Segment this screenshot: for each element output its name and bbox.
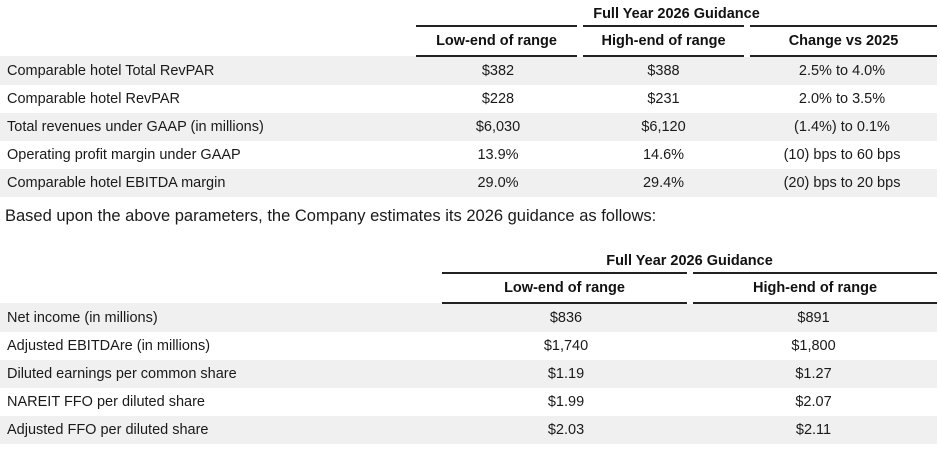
low-value: $6,030: [416, 113, 580, 141]
table-corner-empty: [0, 2, 416, 26]
low-value: $228: [481, 91, 515, 107]
low-value: $1.19: [442, 360, 690, 388]
row-label: Total revenues under GAAP (in millions): [0, 113, 416, 141]
guidance-parameters-table: Full Year 2026 Guidance Low-end of range…: [0, 2, 938, 197]
row-label: Adjusted FFO per diluted share: [0, 416, 442, 444]
high-value: 14.6%: [642, 147, 685, 163]
change-value: 2.0% to 3.5%: [798, 91, 886, 107]
group-header: Full Year 2026 Guidance: [442, 249, 938, 274]
column-header-high: High-end of range: [686, 273, 938, 304]
table-row: Total revenues under GAAP (in millions) …: [0, 113, 938, 141]
table-row: Comparable hotel RevPAR $228 $231 2.0% t…: [0, 85, 937, 113]
high-value: $388: [580, 56, 747, 85]
row-label: Net income (in millions): [0, 303, 442, 332]
row-label: Comparable hotel Total RevPAR: [0, 56, 416, 85]
high-value: $1,800: [791, 338, 836, 354]
low-value: 13.9%: [477, 147, 519, 163]
low-value: $1.99: [547, 394, 585, 410]
low-value: 29.0%: [416, 169, 580, 197]
table-row: Adjusted EBITDAre (in millions) $1,740 $…: [0, 332, 937, 360]
low-value: $836: [442, 303, 690, 332]
high-value: 29.4%: [580, 169, 747, 197]
column-header-low: Low-end of range: [416, 26, 580, 57]
change-value: (10) bps to 60 bps: [783, 147, 901, 163]
change-value: (1.4%) to 0.1%: [747, 113, 938, 141]
table-row: Net income (in millions) $836 $891: [0, 303, 938, 332]
high-value: $891: [690, 303, 938, 332]
high-value: $6,120: [580, 113, 747, 141]
table-row: Comparable hotel Total RevPAR $382 $388 …: [0, 56, 938, 85]
table-corner-empty: [0, 249, 442, 273]
column-header-high: High-end of range: [577, 26, 747, 57]
table-row: Comparable hotel EBITDA margin 29.0% 29.…: [0, 169, 938, 197]
change-value: 2.5% to 4.0%: [747, 56, 938, 85]
high-value: $2.07: [795, 394, 832, 410]
low-value: $2.03: [442, 416, 690, 444]
table-row: Operating profit margin under GAAP 13.9%…: [0, 141, 937, 169]
row-label: Comparable hotel EBITDA margin: [0, 169, 416, 197]
low-value: $1,740: [543, 338, 589, 354]
low-value: $382: [416, 56, 580, 85]
change-value: (20) bps to 20 bps: [747, 169, 938, 197]
row-label: NAREIT FFO per diluted share: [7, 394, 205, 410]
high-value: $2.11: [690, 416, 938, 444]
column-header-low: Low-end of range: [442, 273, 690, 304]
column-header-change: Change vs 2025: [743, 26, 938, 57]
table-corner-empty: [0, 273, 442, 303]
guidance-paragraph: Based upon the above parameters, the Com…: [5, 207, 657, 225]
high-value: $1.27: [690, 360, 938, 388]
row-label: Adjusted EBITDAre (in millions): [7, 338, 211, 354]
row-label: Diluted earnings per common share: [0, 360, 442, 388]
table-row: Diluted earnings per common share $1.19 …: [0, 360, 938, 388]
high-value: $231: [647, 91, 680, 107]
row-label: Operating profit margin under GAAP: [7, 147, 241, 163]
guidance-estimates-table: Full Year 2026 Guidance Low-end of range…: [0, 249, 938, 444]
table-corner-empty: [0, 26, 416, 56]
table-row: Adjusted FFO per diluted share $2.03 $2.…: [0, 416, 938, 444]
table-row: NAREIT FFO per diluted share $1.99 $2.07: [0, 388, 937, 416]
row-label: Comparable hotel RevPAR: [7, 91, 181, 107]
group-header: Full Year 2026 Guidance: [416, 2, 938, 27]
